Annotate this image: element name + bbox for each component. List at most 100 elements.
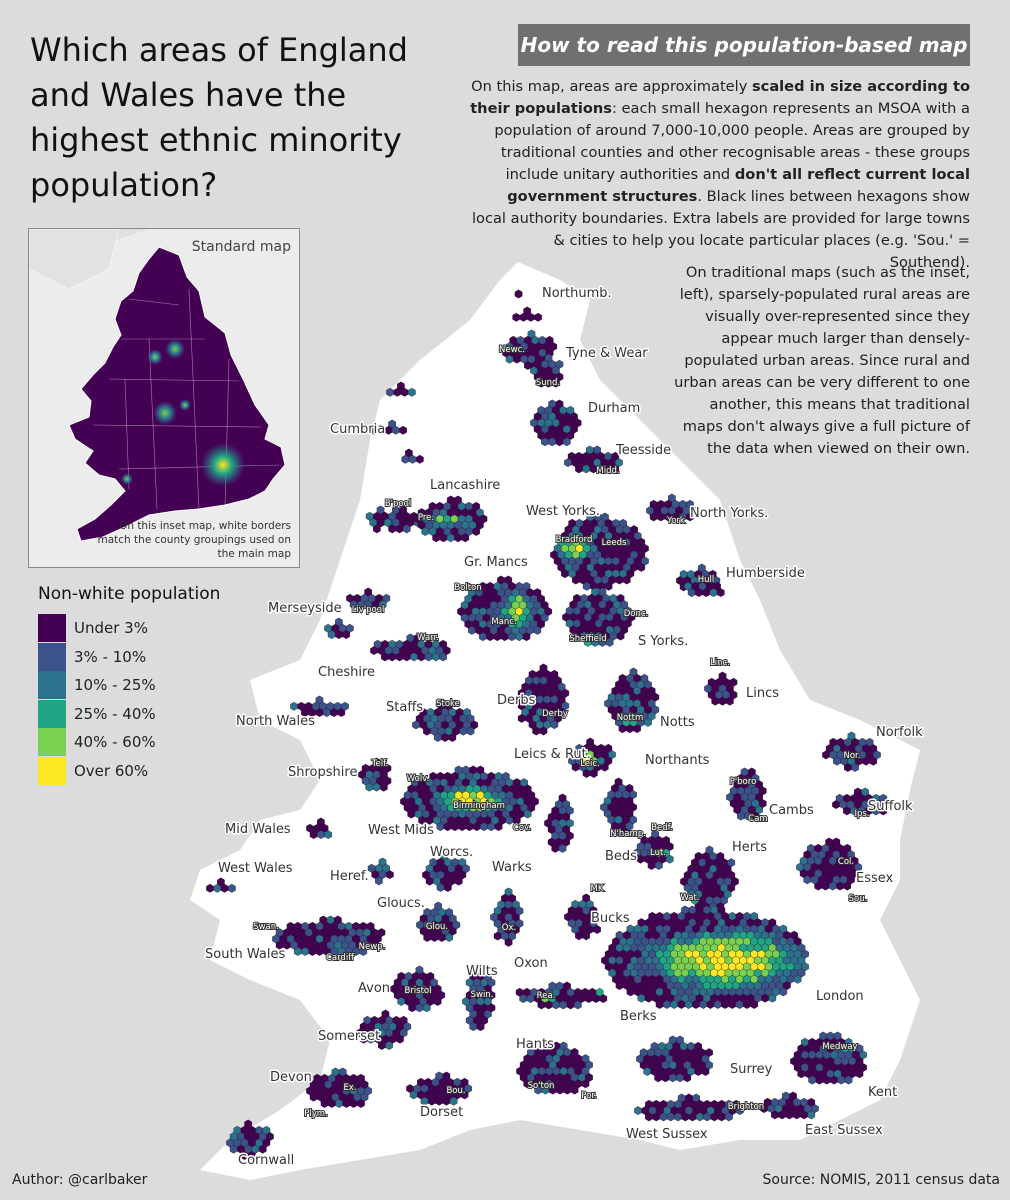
region-hexes [290,695,349,718]
region-label: S Yorks. [638,634,688,649]
city-label: So'ton [528,1081,555,1091]
region-label: West Mids [368,823,434,838]
region-hexes [412,701,478,742]
city-label: Sheffield [569,634,606,644]
inset-title: Standard map [191,239,291,255]
region-label: Avon [358,981,390,996]
region-label: West Wales [218,861,293,876]
city-label: Por. [581,1091,596,1101]
region-label: West Yorks. [526,504,600,519]
city-label: Derby [542,709,568,719]
region-label: Cornwall [238,1153,294,1168]
region-hexes [512,289,542,322]
region-hexes [370,381,424,464]
how-to-read-heading: How to read this population-based map [518,24,970,66]
legend-swatch [38,642,66,671]
how-to-read-paragraph-2: On traditional maps (such as the inset, … [674,264,970,457]
city-label: Birmingham [453,801,505,811]
region-hexes [604,667,660,734]
city-label: Nottm [617,713,644,723]
region-hexes [515,981,608,1010]
region-label: Devon [270,1070,312,1085]
legend-title: Non-white population [38,584,221,604]
city-label: Swan. [253,922,279,932]
legend-swatch [38,699,66,728]
city-label: N'hamp. [610,829,646,839]
region-hexes [226,1119,274,1160]
legend-swatch [38,614,66,643]
region-hexes [367,857,394,886]
region-label: London [816,989,864,1004]
city-label: Bolton [454,583,481,593]
region-hexes [514,663,570,736]
city-label: Cardiff [326,953,355,963]
city-label: Warr. [417,633,439,643]
city-label: Midd. [596,466,619,476]
legend-label: Under 3% [74,619,148,638]
city-label: Plym. [304,1109,328,1119]
region-hexes [490,887,524,947]
region-hexes [636,1035,713,1083]
region-hexes [822,731,881,772]
city-label: Medway [822,1042,857,1052]
city-label: Linc. [710,658,730,668]
region-hexes [564,893,601,941]
region-hexes [600,777,637,837]
city-label: Brighton [728,1102,764,1112]
region-hexes [680,845,739,912]
region-hexes [416,901,461,942]
city-label: Leic. [580,759,600,769]
region-label: Dorset [420,1105,463,1120]
legend-label: 25% - 40% [74,704,156,723]
region-label: Cambs [769,803,814,818]
city-label: Liv'pool [352,605,385,615]
region-hexes [544,793,574,853]
region-hexes [400,765,539,832]
region-label: Teesside [615,443,671,458]
region-hexes [324,617,451,662]
author-credit: Author: @carlbaker [12,1172,148,1188]
city-label: Bedf. [651,823,673,833]
city-label: Newc. [499,345,525,355]
legend: Non-white population Under 3% 3% - 10% 10%… [38,584,220,785]
region-hexes [633,829,674,870]
city-label: P'boro [730,777,757,787]
city-label: Bristol [404,986,431,996]
city-label: MK [591,884,604,894]
para1-run: : each small hexagon represents an MSOA … [494,100,970,183]
region-hexes [634,1093,744,1122]
legend-item: 10% - 25% [38,671,220,700]
city-label: Bradford [556,535,593,545]
region-hexes [356,1009,412,1050]
legend-item: 3% - 10% [38,642,220,672]
city-label: Ex. [343,1083,356,1093]
legend-swatch [38,728,66,757]
city-label: Ox. [502,923,516,933]
region-label: North Yorks. [690,506,768,521]
region-hexes [406,1071,472,1106]
city-label: Nor. [844,751,861,761]
region-label: Tyne & Wear [565,346,648,361]
region-hexes [796,837,862,891]
legend-label: Over 60% [74,761,149,780]
inset-map-graphic [29,229,286,542]
region-hexes [272,915,386,956]
region-label: Northumb. [542,286,612,301]
region-label: Kent [868,1085,897,1100]
region-hexes [530,399,582,447]
inset-standard-map: Standard map On this inset map, white bo… [28,228,300,568]
region-label: Merseyside [268,601,342,616]
region-label: Gloucs. [377,896,425,911]
legend-swatch [38,756,66,785]
region-label: Cumbria [330,422,385,437]
city-label: Hull [698,575,715,585]
region-label: Notts [660,715,695,730]
region-label: Berks [620,1009,657,1024]
region-label: Hants [516,1037,554,1052]
city-label: Cov. [513,823,531,833]
para1-run: On this map, areas are approximately [471,78,752,95]
region-hexes [601,905,809,1009]
city-label: Bou. [446,1086,465,1096]
region-label: Somerset [318,1029,380,1044]
